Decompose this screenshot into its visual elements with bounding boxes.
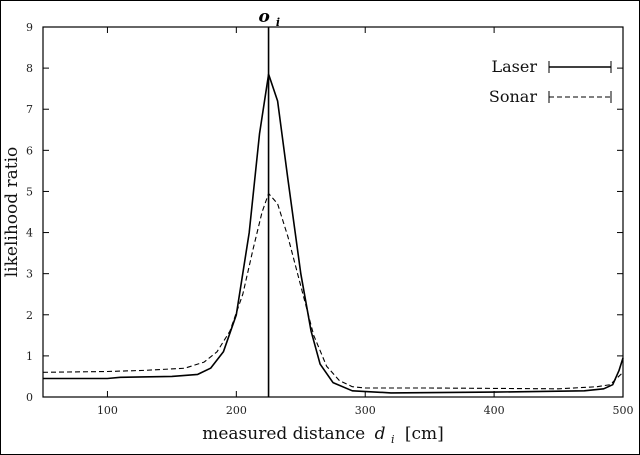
y-axis-label: likelihood ratio [2, 147, 22, 278]
marker-label: o i [259, 7, 280, 29]
y-tick-label-5: 5 [26, 185, 33, 198]
y-tick-label-3: 3 [26, 268, 33, 281]
series-line-sonar [42, 192, 624, 390]
marker-label-sub: i [276, 16, 280, 29]
x-tick-label-0: 100 [97, 404, 118, 417]
y-tick-label-6: 6 [26, 144, 33, 157]
x-tick-label-3: 400 [484, 404, 505, 417]
x-axis-label-unit: [cm] [405, 424, 444, 444]
y-tick-label-0: 0 [26, 391, 33, 404]
y-tick-label-4: 4 [26, 227, 33, 240]
x-axis-label: measured distance d i [cm] [202, 424, 444, 448]
x-tick-label-1: 200 [226, 404, 247, 417]
x-axis-label-var: d [375, 424, 386, 444]
x-axis-label-main: measured distance [202, 424, 365, 444]
marker-label-main: o [259, 7, 270, 27]
x-tick-label-2: 300 [355, 404, 376, 417]
x-axis-label-sub: i [391, 433, 395, 446]
y-tick-label-7: 7 [26, 103, 33, 116]
y-tick-label-1: 1 [26, 350, 33, 363]
legend-label-laser: Laser [492, 57, 538, 76]
y-tick-label-9: 9 [26, 21, 33, 34]
legend-label-sonar: Sonar [489, 87, 537, 106]
plot-frame [42, 26, 624, 398]
series-line-laser [43, 73, 624, 394]
y-tick-label-2: 2 [26, 309, 33, 322]
legend: Laser Sonar [489, 57, 612, 106]
x-tick-label-4: 500 [613, 404, 634, 417]
y-tick-label-8: 8 [26, 62, 33, 75]
